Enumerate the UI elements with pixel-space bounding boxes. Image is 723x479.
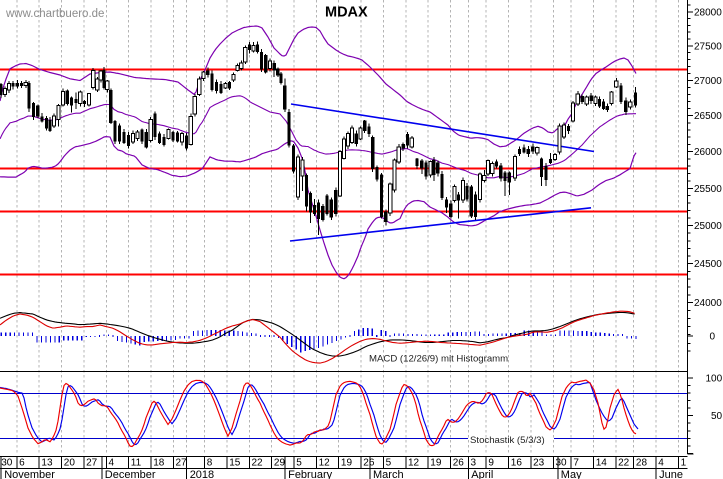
svg-text:24000: 24000 [694, 298, 722, 309]
svg-text:16: 16 [511, 458, 523, 469]
svg-text:15: 15 [229, 458, 241, 469]
svg-text:20: 20 [64, 458, 76, 469]
svg-text:22: 22 [618, 458, 630, 469]
svg-text:12: 12 [408, 458, 420, 469]
svg-text:11: 11 [131, 458, 142, 469]
svg-text:30: 30 [556, 458, 568, 469]
svg-text:19: 19 [430, 458, 442, 469]
svg-text:23: 23 [533, 458, 545, 469]
svg-text:26000: 26000 [694, 147, 722, 158]
svg-text:19: 19 [341, 458, 353, 469]
svg-text:100: 100 [706, 373, 723, 384]
svg-text:12: 12 [319, 458, 331, 469]
svg-text:1: 1 [681, 458, 687, 469]
svg-text:29: 29 [274, 458, 286, 469]
svg-text:30: 30 [1, 458, 13, 469]
svg-text:April: April [471, 469, 493, 479]
svg-text:February: February [288, 469, 333, 479]
svg-text:27: 27 [176, 458, 188, 469]
svg-text:0: 0 [710, 332, 716, 343]
svg-text:7: 7 [573, 458, 579, 469]
svg-text:May: May [561, 469, 582, 479]
svg-text:June: June [659, 469, 683, 479]
svg-text:8: 8 [207, 458, 213, 469]
svg-text:MACD (12/26/9) mit Histogramm: MACD (12/26/9) mit Histogramm [369, 353, 508, 364]
svg-text:13: 13 [41, 458, 53, 469]
svg-text:24500: 24500 [694, 259, 722, 270]
svg-text:22: 22 [252, 458, 264, 469]
svg-text:5: 5 [296, 458, 302, 469]
svg-text:50: 50 [711, 411, 723, 422]
svg-text:5: 5 [386, 458, 392, 469]
svg-text:25000: 25000 [694, 221, 722, 232]
svg-text:25500: 25500 [694, 184, 722, 195]
svg-text:March: March [373, 469, 404, 479]
svg-text:26: 26 [363, 458, 375, 469]
svg-text:14: 14 [596, 458, 608, 469]
svg-text:www.chartbuero.de: www.chartbuero.de [5, 8, 104, 20]
svg-text:27: 27 [86, 458, 98, 469]
svg-text:Stochastik (5/3/3): Stochastik (5/3/3) [470, 435, 545, 446]
svg-text:2018: 2018 [190, 469, 214, 479]
svg-text:27000: 27000 [694, 76, 722, 87]
svg-text:4: 4 [109, 458, 115, 469]
svg-text:MDAX: MDAX [325, 5, 368, 21]
svg-text:18: 18 [153, 458, 165, 469]
svg-text:4: 4 [658, 458, 664, 469]
svg-text:9: 9 [488, 458, 494, 469]
svg-text:3: 3 [471, 458, 477, 469]
svg-text:November: November [4, 469, 55, 479]
svg-text:28000: 28000 [694, 7, 722, 18]
svg-text:6: 6 [19, 458, 25, 469]
svg-text:26: 26 [453, 458, 465, 469]
svg-text:27500: 27500 [694, 41, 722, 52]
svg-text:December: December [105, 469, 156, 479]
svg-text:28: 28 [636, 458, 648, 469]
svg-text:26500: 26500 [694, 111, 722, 122]
